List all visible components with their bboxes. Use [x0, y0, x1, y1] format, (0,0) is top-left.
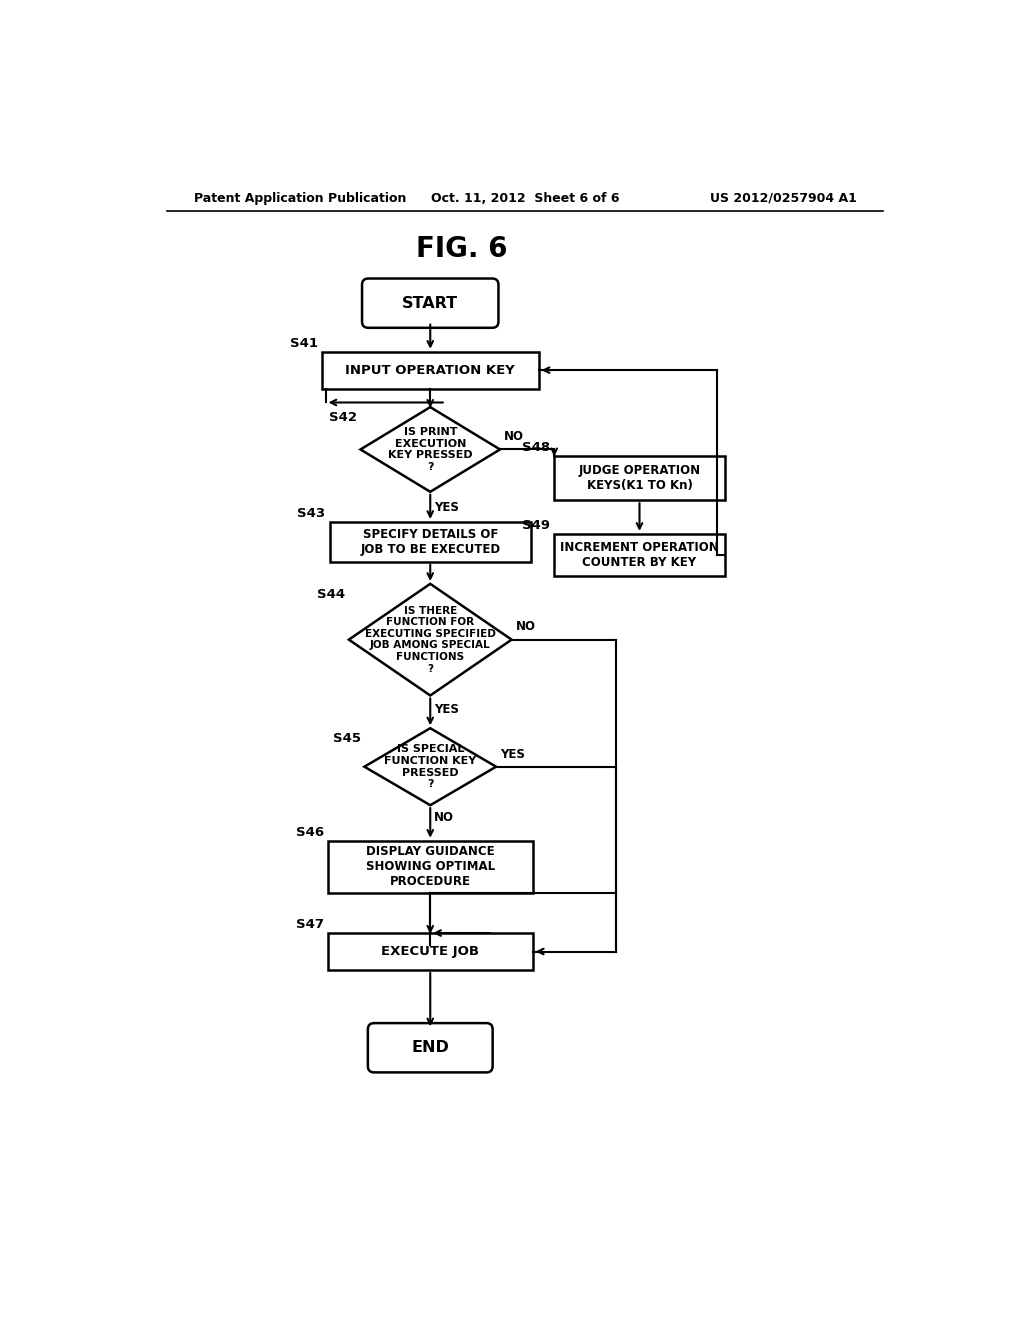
Text: FIG. 6: FIG. 6	[416, 235, 507, 263]
Polygon shape	[365, 729, 496, 805]
Text: S47: S47	[296, 919, 324, 932]
FancyBboxPatch shape	[368, 1023, 493, 1072]
Text: YES: YES	[434, 502, 459, 513]
Text: SPECIFY DETAILS OF
JOB TO BE EXECUTED: SPECIFY DETAILS OF JOB TO BE EXECUTED	[360, 528, 501, 556]
Text: DISPLAY GUIDANCE
SHOWING OPTIMAL
PROCEDURE: DISPLAY GUIDANCE SHOWING OPTIMAL PROCEDU…	[366, 845, 495, 888]
Text: S44: S44	[316, 587, 345, 601]
Bar	[328, 841, 532, 892]
Text: Oct. 11, 2012  Sheet 6 of 6: Oct. 11, 2012 Sheet 6 of 6	[430, 191, 620, 205]
Text: IS PRINT
EXECUTION
KEY PRESSED
?: IS PRINT EXECUTION KEY PRESSED ?	[388, 428, 472, 471]
Text: JUDGE OPERATION
KEYS(K1 TO Kn): JUDGE OPERATION KEYS(K1 TO Kn)	[579, 463, 700, 492]
Text: S46: S46	[296, 826, 324, 840]
Bar	[330, 521, 531, 562]
Bar	[322, 351, 539, 388]
Text: NO: NO	[434, 812, 454, 825]
Text: END: END	[412, 1040, 450, 1055]
Text: INCREMENT OPERATION
COUNTER BY KEY: INCREMENT OPERATION COUNTER BY KEY	[560, 541, 719, 569]
Text: S41: S41	[290, 337, 317, 350]
Text: YES: YES	[500, 747, 525, 760]
Text: IS SPECIAL
FUNCTION KEY
PRESSED
?: IS SPECIAL FUNCTION KEY PRESSED ?	[384, 744, 476, 789]
Text: EXECUTE JOB: EXECUTE JOB	[381, 945, 479, 958]
Text: START: START	[402, 296, 459, 310]
Text: IS THERE
FUNCTION FOR
EXECUTING SPECIFIED
JOB AMONG SPECIAL
FUNCTIONS
?: IS THERE FUNCTION FOR EXECUTING SPECIFIE…	[365, 606, 496, 673]
Text: INPUT OPERATION KEY: INPUT OPERATION KEY	[345, 363, 515, 376]
Text: S43: S43	[298, 507, 326, 520]
FancyBboxPatch shape	[362, 279, 499, 327]
Polygon shape	[360, 407, 500, 492]
Text: S48: S48	[522, 441, 550, 454]
Text: S45: S45	[333, 733, 360, 744]
Polygon shape	[349, 583, 512, 696]
Text: US 2012/0257904 A1: US 2012/0257904 A1	[710, 191, 856, 205]
Bar	[554, 455, 725, 500]
Text: YES: YES	[434, 704, 459, 717]
Text: S42: S42	[329, 411, 356, 424]
Bar	[554, 533, 725, 576]
Text: NO: NO	[515, 620, 536, 634]
Bar	[328, 933, 532, 970]
Text: S49: S49	[522, 519, 550, 532]
Text: Patent Application Publication: Patent Application Publication	[194, 191, 407, 205]
Text: NO: NO	[504, 430, 524, 444]
